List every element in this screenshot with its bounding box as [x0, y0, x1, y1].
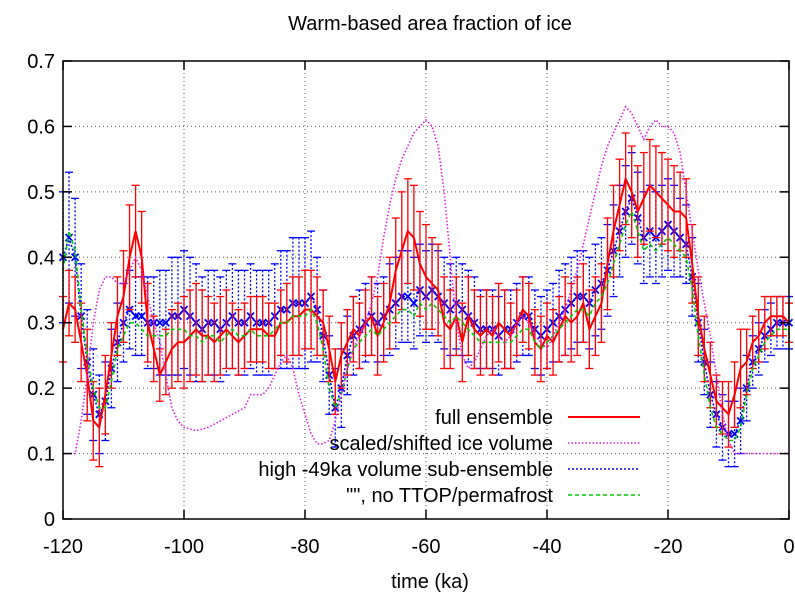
- data-point: [409, 298, 419, 308]
- axis-ticks: -120 -100 -80 -60 -40 -20 0 0 0.1 0.2 0.3 0.4 0.5 0.6…: [27, 51, 794, 558]
- data-point: [155, 318, 164, 327]
- series-3: [62, 209, 789, 442]
- legend-label: scaled/shifted ice volume: [330, 433, 553, 455]
- y-tick-label: 0.4: [27, 247, 55, 269]
- x-tick-label: -20: [654, 536, 683, 558]
- legend-label: high -49ka volume sub-ensemble: [258, 459, 553, 481]
- x-tick-label: -40: [533, 536, 562, 558]
- x-axis-title: time (ka): [391, 571, 469, 593]
- y-tick-label: 0.1: [27, 444, 55, 466]
- legend: full ensemble scaled/shifted ice volume hi…: [258, 407, 640, 507]
- x-tick-label: -120: [43, 536, 83, 558]
- x-tick-label: -60: [412, 536, 441, 558]
- y-tick-label: 0: [44, 509, 55, 531]
- series-line: [62, 175, 790, 430]
- x-tick-label: -100: [164, 536, 204, 558]
- y-tick-label: 0.6: [27, 116, 55, 138]
- data-point: [161, 318, 170, 327]
- x-tick-label: -80: [291, 536, 320, 558]
- series-line: [62, 209, 789, 442]
- y-tick-label: 0.3: [27, 313, 55, 335]
- y-tick-label: 0.7: [27, 51, 55, 73]
- data-point: [137, 312, 146, 321]
- y-tick-label: 0.2: [27, 378, 55, 400]
- data-point: [64, 233, 74, 242]
- plot-area: [58, 105, 794, 468]
- data-point: [403, 292, 412, 301]
- y-tick-label: 0.5: [27, 182, 55, 204]
- chart-title: Warm-based area fraction of ice: [288, 13, 572, 35]
- legend-label: full ensemble: [435, 407, 553, 429]
- series-0: [59, 132, 793, 468]
- legend-label: "", no TTOP/permafrost: [346, 485, 553, 507]
- data-point: [131, 312, 140, 321]
- x-tick-label: 0: [783, 536, 794, 558]
